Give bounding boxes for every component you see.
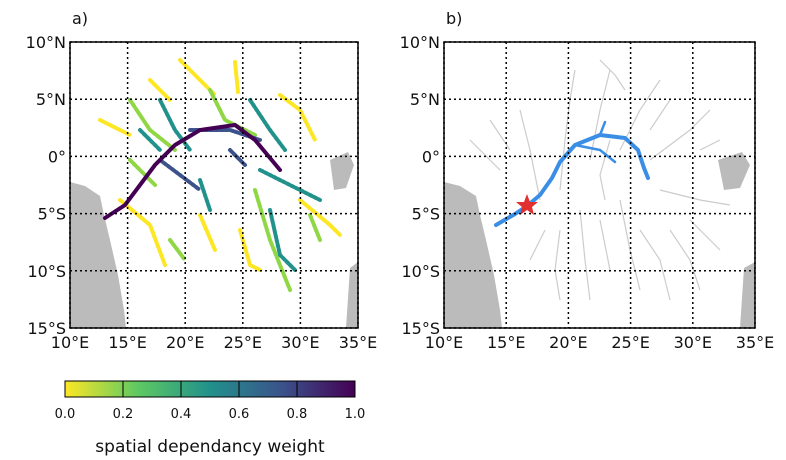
y-tick-label: 10°N: [26, 33, 66, 52]
y-tick-label: 5°N: [36, 90, 66, 109]
colorbar: [64, 380, 356, 398]
x-tick-label: 20°E: [166, 333, 204, 352]
colorbar-tick-label: 0.8: [287, 407, 308, 422]
x-tick-label: 20°E: [549, 333, 587, 352]
y-tick-label: 5°N: [410, 90, 440, 109]
outlet-star: [516, 194, 538, 215]
colorbar-tick-label: 0.2: [113, 407, 134, 422]
y-tick-label: 0°: [422, 147, 440, 166]
colorbar-label: spatial dependancy weight: [95, 437, 325, 456]
x-tick-label: 10°E: [425, 333, 463, 352]
colorbar-tick-label: 0.6: [229, 407, 250, 422]
colorbar-tick-label: 0.4: [171, 407, 192, 422]
x-tick-label: 35°E: [339, 333, 377, 352]
x-tick-label: 30°E: [674, 333, 712, 352]
y-tick-label: 15°S: [401, 319, 440, 338]
x-tick-label: 15°E: [108, 333, 146, 352]
colorbar-tick-label: 1.0: [345, 407, 366, 422]
x-tick-label: 15°E: [487, 333, 525, 352]
y-tick-label: 10°S: [401, 262, 440, 281]
map-a-rivers: [98, 58, 342, 292]
panel-title: b): [446, 9, 462, 28]
map-b-river: [494, 120, 650, 227]
map-a-land: [70, 152, 358, 328]
map-b-network: [469, 59, 731, 301]
map-b-land: [444, 152, 755, 328]
y-tick-label: 10°S: [27, 262, 66, 281]
x-tick-label: 30°E: [281, 333, 319, 352]
panel-title: a): [72, 9, 88, 28]
colorbar-tick-label: 0.0: [55, 407, 76, 422]
x-tick-label: 25°E: [611, 333, 649, 352]
y-tick-label: 0°: [48, 147, 66, 166]
y-tick-label: 5°S: [38, 205, 66, 224]
x-tick-label: 25°E: [224, 333, 262, 352]
y-tick-label: 15°S: [27, 319, 66, 338]
map-frame: [69, 41, 359, 329]
y-tick-label: 5°S: [412, 205, 440, 224]
y-tick-label: 10°N: [400, 33, 440, 52]
x-tick-label: 10°E: [51, 333, 89, 352]
map-frame: [443, 41, 756, 329]
x-tick-label: 35°E: [736, 333, 774, 352]
